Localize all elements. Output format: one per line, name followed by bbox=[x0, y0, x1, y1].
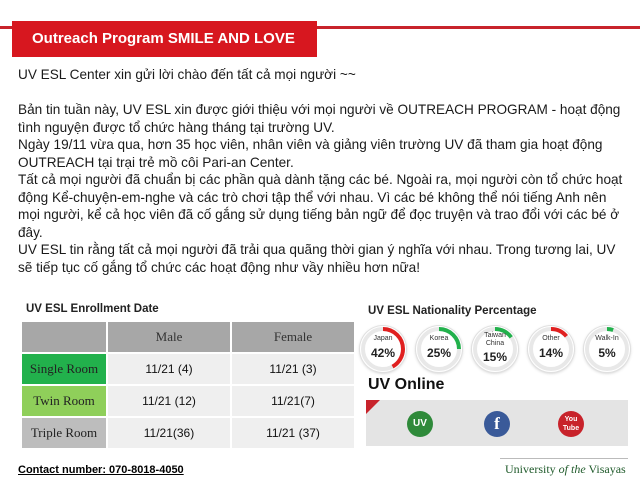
badge-percent: 15% bbox=[482, 350, 508, 364]
japan-badge-icon: Japan 42% bbox=[360, 326, 406, 372]
other-ring bbox=[529, 327, 573, 371]
badge-percent: 5% bbox=[598, 346, 616, 360]
cell-triple-male: 11/21(36) bbox=[106, 416, 232, 450]
university-name: University of the Visayas bbox=[505, 462, 626, 477]
body-text: UV ESL Center xin gửi lời chào đến tất c… bbox=[18, 66, 628, 276]
row-label-triple-room: Triple Room bbox=[20, 416, 108, 450]
row-label-twin-room: Twin Room bbox=[20, 384, 108, 418]
paragraph-3: Tất cả mọi người đã chuẩn bị các phần qu… bbox=[18, 172, 623, 240]
youtube-icon[interactable]: You Tube bbox=[558, 411, 584, 437]
panel-corner-accent bbox=[366, 400, 380, 414]
enrollment-table: Male Female Single Room 11/21 (4) 11/21 … bbox=[20, 320, 356, 450]
cell-single-female: 11/21 (3) bbox=[230, 352, 356, 386]
paragraph-1: Bản tin tuần này, UV ESL xin được giới t… bbox=[18, 102, 621, 135]
column-header-male: Male bbox=[106, 320, 232, 354]
taiwan-china-badge-icon: Taiwan China 15% bbox=[472, 326, 518, 372]
badge-label-line1: Taiwan bbox=[484, 332, 506, 339]
ring-arc bbox=[417, 327, 461, 371]
table-row: Twin Room 11/21 (12) 11/21(7) bbox=[20, 384, 356, 418]
facebook-icon[interactable]: f bbox=[484, 411, 510, 437]
badge-label: Other bbox=[542, 335, 560, 342]
walk-in-badge-icon: Walk-In 5% bbox=[584, 326, 630, 372]
badge-percent: 14% bbox=[538, 346, 564, 360]
enrollment-title: UV ESL Enrollment Date bbox=[26, 303, 159, 315]
badge-label: Walk-In bbox=[595, 335, 619, 342]
page-title: Outreach Program SMILE AND LOVE bbox=[12, 21, 317, 57]
korea-badge-icon: Korea 25% bbox=[416, 326, 462, 372]
other-badge-icon: Other 14% bbox=[528, 326, 574, 372]
row-label-single-room: Single Room bbox=[20, 352, 108, 386]
table-header-row: Male Female bbox=[20, 320, 356, 354]
university-name-part3: Visayas bbox=[585, 462, 626, 476]
badge-percent: 42% bbox=[370, 346, 396, 360]
table-row: Triple Room 11/21(36) 11/21 (37) bbox=[20, 416, 356, 450]
table-corner-cell bbox=[20, 320, 108, 354]
badge-label: Japan bbox=[373, 335, 393, 342]
taiwan-china-ring bbox=[473, 327, 517, 371]
university-name-part1: University bbox=[505, 462, 559, 476]
uv-logo-icon[interactable]: UV bbox=[407, 411, 433, 437]
cell-triple-female: 11/21 (37) bbox=[230, 416, 356, 450]
badge-label: Taiwan China bbox=[472, 332, 518, 348]
nationality-badges: Japan 42% Korea 25% Taiwan China 15% Oth… bbox=[358, 326, 630, 374]
footer-rule bbox=[500, 458, 628, 459]
korea-ring bbox=[417, 327, 461, 371]
nationality-title: UV ESL Nationality Percentage bbox=[368, 305, 537, 317]
ring-arc bbox=[529, 327, 573, 371]
badge-label: Korea bbox=[429, 335, 449, 342]
greeting-text: UV ESL Center xin gửi lời chào đến tất c… bbox=[18, 67, 356, 82]
cell-single-male: 11/21 (4) bbox=[106, 352, 232, 386]
japan-ring bbox=[361, 327, 405, 371]
ring-arc bbox=[361, 327, 405, 371]
paragraph-4: UV ESL tin rằng tất cả mọi người đã trải… bbox=[18, 242, 616, 275]
cell-twin-female: 11/21(7) bbox=[230, 384, 356, 418]
cell-twin-male: 11/21 (12) bbox=[106, 384, 232, 418]
uv-online-title: UV Online bbox=[368, 376, 445, 393]
paragraph-2: Ngày 19/11 vừa qua, hơn 35 học viên, nhâ… bbox=[18, 137, 603, 170]
contact-number: Contact number: 070-8018-4050 bbox=[18, 464, 184, 476]
table-row: Single Room 11/21 (4) 11/21 (3) bbox=[20, 352, 356, 386]
social-links-panel: UV f You Tube bbox=[366, 400, 628, 446]
university-name-part2: of the bbox=[558, 462, 586, 476]
badge-percent: 25% bbox=[426, 346, 452, 360]
walk-in-ring bbox=[585, 327, 629, 371]
badge-label-line2: China bbox=[485, 340, 505, 347]
top-rule bbox=[0, 26, 640, 29]
column-header-female: Female bbox=[230, 320, 356, 354]
ring-arc bbox=[585, 327, 629, 371]
ring-arc bbox=[473, 327, 517, 371]
